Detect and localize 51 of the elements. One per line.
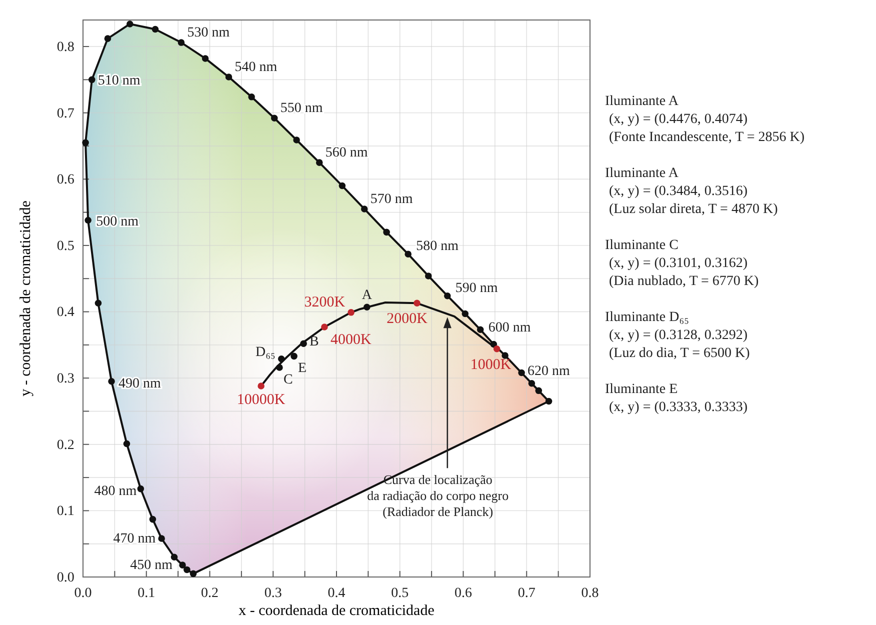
- annotation: 470 nm: [113, 532, 156, 547]
- text: Iluminante E (x, y) = (0.3333, 0.3333): [605, 382, 748, 415]
- x-tick-label: 0.4: [328, 586, 346, 601]
- annotation: 510 nm: [98, 74, 140, 89]
- annotation: 490 nm: [118, 376, 162, 392]
- y-axis-title: y - coordenada de cromaticidade: [18, 200, 34, 396]
- y-tick-label: 0.6: [56, 172, 74, 188]
- annotation: 3200K: [304, 294, 346, 310]
- annotation: 4000K: [330, 332, 372, 348]
- annotation: A: [362, 288, 373, 304]
- x-tick-label: 0.2: [201, 586, 218, 601]
- annotation: 600 nm: [488, 320, 531, 336]
- annotation: 560 nm: [325, 146, 368, 161]
- annotation: B: [310, 334, 319, 350]
- y-tick-label: 0.3: [56, 372, 74, 387]
- annotation: 550 nm: [280, 101, 323, 116]
- annotation: 450 nm: [130, 558, 173, 574]
- annotation: 540 nm: [234, 60, 278, 76]
- text: Iluminante A (x, y) = (0.4476, 0.4074) (Fonte Incandescente, T = 2856 K): [605, 94, 805, 145]
- y-tick-label: 0.5: [56, 238, 74, 254]
- x-tick-label: 0.3: [264, 586, 282, 601]
- y-tick-label: 0.2: [56, 438, 74, 453]
- x-tick-label: 0.0: [74, 586, 92, 601]
- y-tick-label: 0.1: [56, 504, 74, 520]
- annotation: 530 nm: [187, 26, 230, 41]
- annotation: 500 nm: [96, 214, 139, 230]
- annotation: D₆₅: [255, 344, 276, 360]
- annotation: 10000K: [236, 392, 286, 408]
- annotation: C: [283, 372, 293, 388]
- x-tick-label: 0.8: [581, 586, 599, 601]
- y-tick-label: 0.0: [56, 570, 74, 586]
- y-tick-label: 0.8: [56, 40, 74, 56]
- x-tick-label: 0.5: [391, 586, 409, 601]
- text: Iluminante A (x, y) = (0.3484, 0.3516) (Luz solar direta, T = 4870 K): [605, 166, 778, 217]
- x-tick-label: 0.7: [518, 586, 536, 601]
- annotation: 620 nm: [528, 364, 570, 379]
- annotation: 480 nm: [94, 484, 137, 499]
- annotation: 570 nm: [370, 192, 413, 207]
- y-tick-label: 0.7: [56, 106, 74, 122]
- annotation: E: [298, 361, 307, 376]
- annotation: 1000K: [470, 356, 512, 373]
- x-axis-title: x - coordenada de cromaticidade: [238, 603, 435, 619]
- x-tick-label: 0.1: [138, 586, 156, 601]
- text: Iluminante C (x, y) = (0.3101, 0.3162) (Dia nublado, T = 6770 K): [605, 238, 760, 289]
- annotation: 590 nm: [455, 280, 498, 296]
- annotation: 580 nm: [416, 239, 459, 254]
- annotation: Curva de localização da radiação do corpo negro (Radiador de Planck): [367, 472, 509, 520]
- annotation: 2000K: [386, 311, 428, 328]
- y-tick-label: 0.4: [56, 305, 74, 320]
- x-tick-label: 0.6: [454, 586, 472, 601]
- text: Iluminante D₆₅ (x, y) = (0.3128, 0.3292) (Luz do dia, T = 6500 K): [605, 310, 750, 361]
